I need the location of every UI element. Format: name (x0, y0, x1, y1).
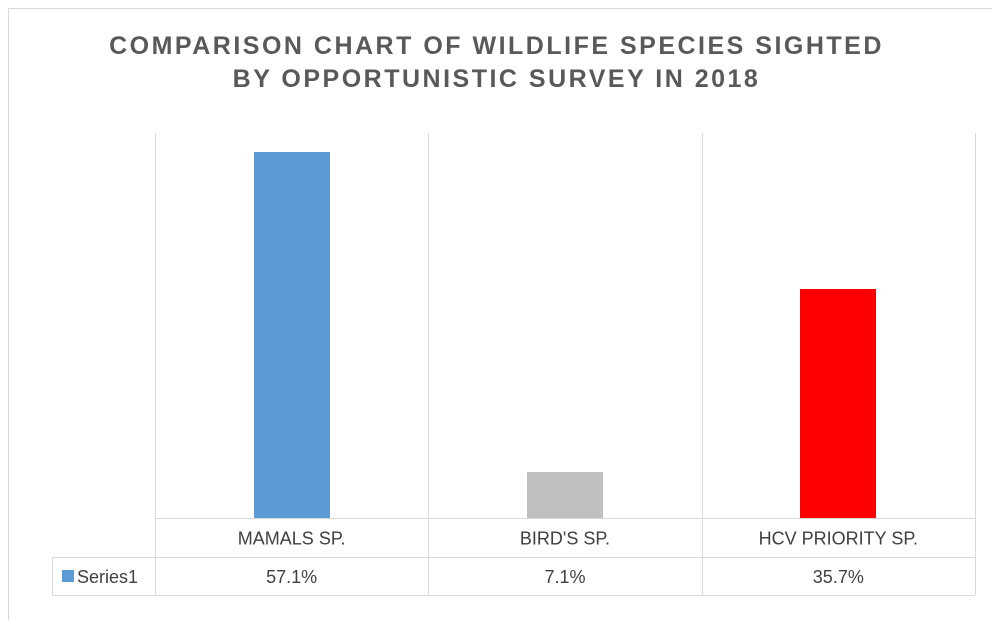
legend-swatch (62, 570, 74, 582)
legend-series-name: Series1 (77, 567, 138, 587)
category-label: MAMALS SP. (238, 529, 346, 549)
bar-1 (254, 152, 330, 518)
chart-title-line-2: BY OPPORTUNISTIC SURVEY IN 2018 (232, 65, 761, 93)
bar-3 (800, 289, 876, 518)
data-table-value: 7.1% (544, 567, 585, 587)
chart-title-line-1: COMPARISON CHART OF WILDLIFE SPECIES SIG… (109, 32, 884, 60)
bar-2 (527, 472, 603, 518)
data-table-value: 57.1% (266, 567, 317, 587)
category-label: BIRD'S SP. (520, 529, 610, 549)
category-label: HCV PRIORITY SP. (759, 529, 918, 549)
data-table-value: 35.7% (813, 567, 864, 587)
chart-title: COMPARISON CHART OF WILDLIFE SPECIES SIG… (0, 30, 993, 96)
